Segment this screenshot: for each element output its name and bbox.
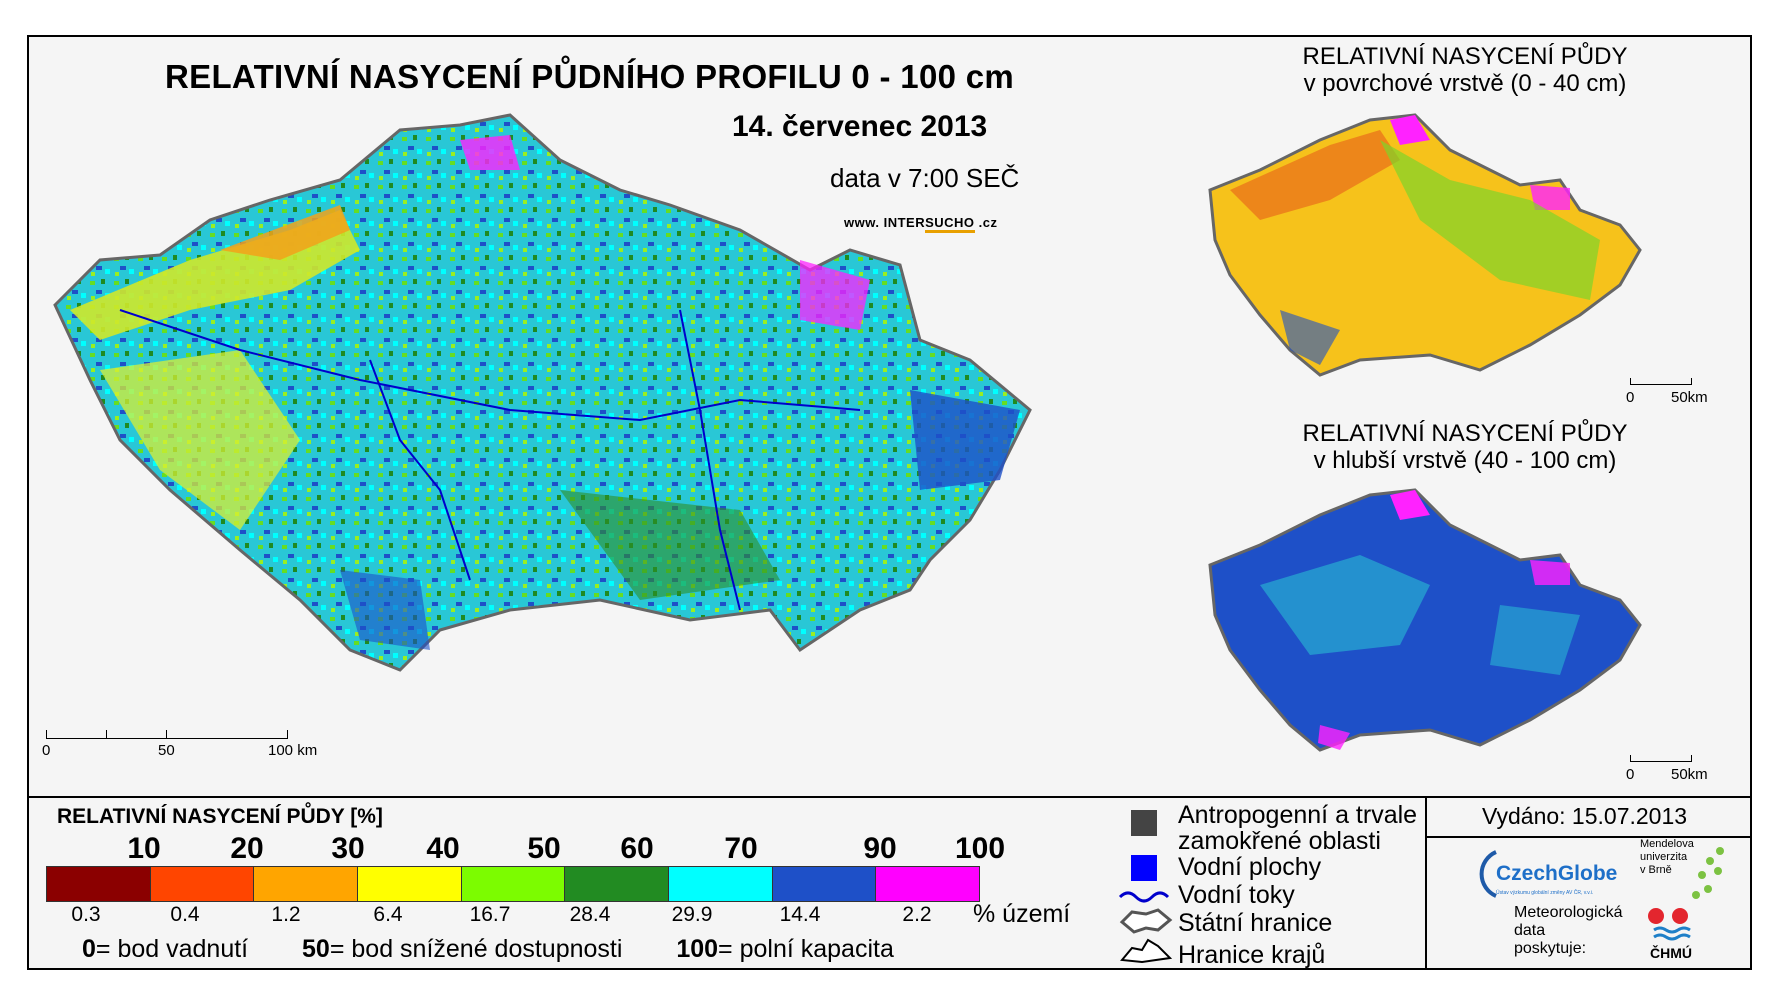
territory-pct: 0.3	[71, 903, 101, 926]
main-scale-bar	[46, 730, 288, 739]
mendel-line1: Mendelova	[1640, 838, 1694, 850]
region-border-symbol	[1120, 938, 1173, 964]
footnote-v100: 100	[676, 935, 719, 963]
color-class-8	[772, 867, 877, 901]
territory-pct: 14.4	[779, 903, 821, 926]
czechglobe-wordmark: CzechGlobe	[1496, 862, 1617, 885]
inset-top-map	[1208, 113, 1642, 377]
issued-date: Vydáno: 15.07.2013	[1482, 803, 1688, 829]
inset-bottom-title-line1: RELATIVNÍ NASYCENÍ PŮDY	[1302, 420, 1628, 447]
inset-bottom-map	[1208, 488, 1642, 752]
territory-pct: 1.2	[271, 903, 301, 926]
river-label: Vodní toky	[1178, 881, 1295, 909]
inset-bottom-scale-50: 50km	[1671, 766, 1708, 783]
territory-pct: 0.4	[170, 903, 200, 926]
meteo-line1: Meteorologická	[1514, 904, 1623, 921]
site-highlight: SUCHO	[925, 215, 975, 233]
threshold-label: 100	[954, 832, 1006, 865]
inset-bottom-shape	[1208, 488, 1642, 752]
mendel-line3: v Brně	[1640, 864, 1672, 876]
site-prefix: www. INTER	[844, 215, 926, 230]
inset-top-scale-0: 0	[1626, 389, 1635, 406]
meteo-line3: poskytuje:	[1514, 940, 1587, 957]
map-date: 14. červenec 2013	[732, 110, 988, 143]
water-swatch	[1131, 855, 1157, 881]
legend-divider	[27, 796, 1752, 798]
legend-divider-vertical	[1425, 796, 1427, 970]
inset-top-title: RELATIVNÍ NASYCENÍ PŮDY v povrchové vrst…	[1255, 43, 1675, 97]
czechglobe-logo: CzechGlobe Ústav výzkumu globální změny …	[1479, 850, 1617, 898]
state-border-symbol	[1119, 908, 1173, 934]
threshold-label: 70	[724, 832, 758, 865]
inset-top-scale-50: 50km	[1671, 389, 1708, 406]
data-time: data v 7:00 SEČ	[830, 163, 1020, 193]
chmu-logo: ČHMÚ	[1648, 908, 1692, 961]
anthropogenic-swatch	[1131, 810, 1157, 836]
chmu-wordmark: ČHMÚ	[1650, 944, 1692, 961]
site-suffix: .cz	[974, 215, 998, 230]
footnote-t50: = bod snížené dostupnosti	[329, 935, 623, 963]
main-map	[53, 113, 1032, 672]
inset-top-scale-bar	[1630, 378, 1692, 385]
footnote-t100: = polní kapacita	[718, 935, 894, 963]
threshold-label: 50	[527, 832, 561, 865]
color-class-6	[565, 867, 670, 901]
meteo-line2: data	[1514, 922, 1546, 939]
color-scale-bar	[46, 866, 980, 902]
legend-title: RELATIVNÍ NASYCENÍ PŮDY [%]	[57, 805, 383, 828]
main-title: RELATIVNÍ NASYCENÍ PŮDNÍHO PROFILU 0 - 1…	[165, 58, 1015, 95]
territory-label: % území	[973, 900, 1071, 928]
region-border-label: Hranice krajů	[1178, 941, 1326, 969]
threshold-label: 90	[863, 832, 897, 865]
color-class-5	[461, 867, 566, 901]
state-border-label: Státní hranice	[1178, 909, 1333, 937]
footnote-v50: 50	[302, 935, 330, 963]
meteo-provider-text: Meteorologická data poskytuje:	[1514, 904, 1623, 958]
threshold-label: 10	[127, 832, 161, 865]
inset-bottom-title-line2: v hlubší vrstvě (40 - 100 cm)	[1313, 447, 1617, 474]
anthropogenic-line1: Antropogenní a trvale	[1178, 801, 1418, 829]
main-scale-tick	[166, 730, 167, 738]
threshold-label: 30	[331, 832, 365, 865]
footnote-v0: 0	[82, 935, 96, 963]
main-scale-100: 100 km	[268, 742, 318, 759]
main-scale-tick	[106, 730, 107, 738]
website-label: www. INTERSUCHO .cz	[844, 215, 998, 233]
color-class-7	[669, 867, 773, 901]
main-scale-50: 50	[158, 742, 175, 759]
color-class-4	[358, 867, 462, 901]
threshold-label: 40	[426, 832, 460, 865]
inset-top-title-line1: RELATIVNÍ NASYCENÍ PŮDY	[1302, 43, 1628, 70]
main-scale-0: 0	[42, 742, 51, 759]
czechglobe-subtitle: Ústav výzkumu globální změny AV ČR, v.v.…	[1496, 889, 1593, 896]
mendel-logo-dots	[1692, 847, 1724, 899]
anthropogenic-label: Antropogenní a trvale zamokřené oblasti	[1178, 802, 1417, 854]
territory-pct: 28.4	[569, 903, 611, 926]
mendel-line2: univerzita	[1640, 851, 1688, 863]
territory-pct: 2.2	[902, 903, 932, 926]
mendel-logo-text: Mendelova univerzita v Brně	[1640, 838, 1694, 877]
anthropogenic-line2: zamokřené oblasti	[1178, 827, 1381, 855]
territory-pct: 29.9	[671, 903, 713, 926]
water-label: Vodní plochy	[1178, 853, 1322, 881]
inset-bottom-scale-bar	[1630, 755, 1692, 762]
color-class-9	[876, 867, 980, 901]
threshold-label: 20	[230, 832, 264, 865]
threshold-label: 60	[620, 832, 654, 865]
inset-bottom-title: RELATIVNÍ NASYCENÍ PŮDY v hlubší vrstvě …	[1255, 420, 1675, 474]
inset-bottom-scale-0: 0	[1626, 766, 1635, 783]
footnote-t0: = bod vadnutí	[95, 935, 249, 963]
inset-top-title-line2: v povrchové vrstvě (0 - 40 cm)	[1303, 70, 1627, 97]
color-class-1	[47, 867, 151, 901]
issued-divider	[1425, 836, 1752, 838]
territory-pct: 16.7	[469, 903, 511, 926]
legend-footnote: 0= bod vadnutí 50= bod snížené dostupnos…	[82, 935, 894, 964]
territory-pct: 6.4	[373, 903, 403, 926]
river-symbol	[1118, 891, 1170, 903]
color-class-3	[254, 867, 359, 901]
color-class-2	[150, 867, 255, 901]
